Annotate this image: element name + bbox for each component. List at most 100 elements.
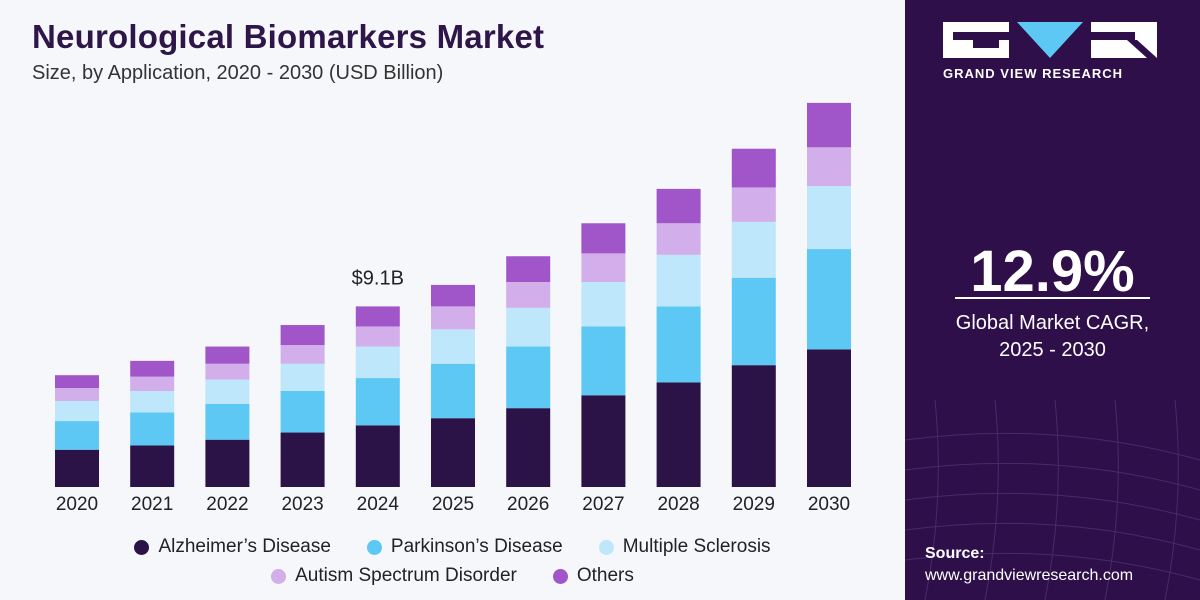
bar-segment — [130, 390, 175, 413]
x-tick-label: 2029 — [733, 494, 775, 515]
brand-logo: GRAND VIEW RESEARCH — [943, 22, 1163, 81]
legend-item-multiple-sclerosis: Multiple Sclerosis — [598, 536, 771, 558]
chart-title: Neurological Biomarkers Market — [32, 18, 545, 55]
chart-subtitle: Size, by Application, 2020 - 2030 (USD B… — [32, 62, 444, 84]
bar-segment — [731, 365, 776, 487]
legend-label: Parkinson’s Disease — [390, 536, 563, 557]
bar-segment — [431, 306, 475, 330]
bar-segment — [807, 186, 851, 250]
x-tick-label: 2028 — [657, 494, 699, 515]
bar-segment — [656, 382, 701, 487]
bar-segment — [55, 401, 99, 422]
x-tick-label: 2024 — [357, 494, 400, 515]
source-label: Source: — [925, 545, 985, 562]
bar-segment — [205, 379, 250, 404]
legend-item-autism: Autism Spectrum Disorder — [271, 565, 517, 587]
bar-segment — [355, 378, 400, 426]
bar-segment — [130, 376, 175, 391]
bar-segment — [280, 432, 325, 487]
legend-swatch — [552, 568, 568, 584]
cagr-label-line-1: Global Market CAGR, — [955, 312, 1150, 334]
cagr-value: 12.9% — [970, 239, 1135, 304]
source-link[interactable]: www.grandviewresearch.com — [925, 567, 1134, 584]
bar-segment — [280, 345, 325, 364]
logo-g-mark-icon — [943, 22, 1009, 58]
bar-segment — [280, 363, 325, 391]
bar-segment — [506, 256, 551, 283]
bar-segment — [656, 188, 701, 224]
x-tick-label: 2027 — [582, 494, 624, 515]
chart-panel: Neurological Biomarkers Market Size, by … — [0, 18, 905, 587]
bar-segment — [506, 408, 551, 487]
legend-swatch — [134, 539, 150, 555]
bar-segment — [731, 148, 776, 188]
legend-row-1: Alzheimer’s Disease Parkinson’s Disease … — [0, 536, 905, 558]
bar-segment — [581, 326, 626, 396]
bar-segment — [355, 346, 400, 379]
x-tick-label: 2021 — [131, 494, 173, 515]
bar-segment — [431, 329, 475, 364]
cagr-label: Global Market CAGR, 2025 - 2030 — [905, 310, 1200, 364]
legend-item-others: Others — [552, 565, 634, 587]
bar-segment — [355, 425, 400, 487]
bar-segment — [205, 363, 250, 380]
bar-segment — [506, 346, 551, 409]
legend-label: Others — [576, 565, 634, 586]
bar-segment — [506, 307, 551, 347]
bar-segment — [205, 439, 250, 487]
bar-segment — [731, 221, 776, 278]
bar-segment — [807, 249, 851, 350]
bar-segment — [130, 412, 175, 446]
bar-segment — [731, 277, 776, 366]
brand-name: GRAND VIEW RESEARCH — [943, 66, 1124, 81]
bar-segment — [130, 445, 175, 487]
info-panel: GRAND VIEW RESEARCH 12.9% Global Market … — [905, 0, 1200, 600]
legend-swatch — [271, 568, 287, 584]
divider — [955, 297, 1150, 299]
cagr-label-line-2: 2025 - 2030 — [999, 339, 1106, 361]
legend-label: Alzheimer’s Disease — [158, 536, 331, 557]
legend-item-alzheimers: Alzheimer’s Disease — [134, 536, 331, 558]
x-tick-label: 2020 — [56, 494, 98, 515]
bar-segment — [55, 449, 99, 487]
decorative-grid — [905, 400, 1200, 600]
bar-segment — [656, 254, 701, 307]
bar-segment — [55, 375, 99, 389]
bar-segment — [581, 253, 626, 283]
bar-segment — [55, 421, 99, 450]
bar-segment — [807, 147, 851, 186]
logo-v-mark-icon — [1017, 22, 1083, 58]
bar-chart: 2020 2021 2022 2023 2024 $9.1B 2025 2026 2027 202… — [55, 102, 851, 515]
bar-segment — [355, 306, 400, 327]
bar-segment — [205, 346, 250, 364]
legend-label: Autism Spectrum Disorder — [295, 565, 517, 586]
bar-segment — [355, 326, 400, 347]
bar-segment — [130, 360, 175, 377]
bar-segment — [656, 306, 701, 383]
bar-segment — [581, 395, 626, 487]
bar-segment — [731, 187, 776, 222]
bar-segment — [431, 284, 475, 307]
legend-swatch — [598, 539, 614, 555]
bar-segment — [55, 388, 99, 401]
bar-segment — [431, 418, 475, 487]
x-tick-label: 2026 — [507, 494, 549, 515]
x-tick-label: 2023 — [281, 494, 323, 515]
x-tick-label: 2030 — [808, 494, 850, 515]
data-label: $9.1B — [352, 267, 404, 289]
logo-r-mark-icon — [1091, 22, 1157, 58]
bar-segment — [431, 363, 475, 419]
bar-segment — [581, 282, 626, 327]
bar-segment — [656, 223, 701, 255]
bar-segment — [506, 282, 551, 308]
x-tick-label: 2025 — [432, 494, 474, 515]
legend-item-parkinsons: Parkinson’s Disease — [366, 536, 563, 558]
bar-segment — [807, 349, 851, 487]
bar-segment — [807, 102, 851, 148]
legend-row-2: Autism Spectrum Disorder Others — [0, 565, 905, 587]
bar-segment — [581, 223, 626, 254]
x-tick-label: 2022 — [206, 494, 248, 515]
bar-segment — [280, 325, 325, 346]
bar-segment — [280, 390, 325, 433]
bar-segment — [205, 403, 250, 440]
